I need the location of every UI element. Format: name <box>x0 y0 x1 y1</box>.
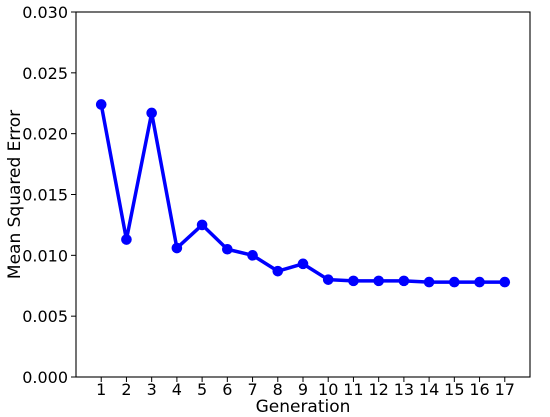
data-point <box>146 107 157 119</box>
x-tick-label: 11 <box>343 380 363 399</box>
y-tick-label: 0.020 <box>22 125 68 144</box>
plot-frame <box>75 11 531 378</box>
data-point <box>297 258 309 270</box>
y-axis-ticks: 0.000 0.005 0.010 0.015 0.020 0.025 0.030 <box>22 3 76 387</box>
series-line <box>99 102 507 284</box>
data-point <box>222 243 233 255</box>
data-point <box>95 99 107 110</box>
data-point <box>322 274 334 285</box>
y-tick-label: 0.000 <box>22 368 68 387</box>
x-tick-label: 7 <box>247 380 257 399</box>
y-tick-label: 0.025 <box>22 64 68 83</box>
x-tick-label: 2 <box>121 380 131 399</box>
x-tick-label: 10 <box>318 380 338 399</box>
data-point <box>373 275 384 287</box>
x-tick-label: 13 <box>394 380 414 399</box>
data-point <box>272 265 284 277</box>
data-point <box>171 242 183 254</box>
data-point <box>499 276 511 288</box>
x-axis-label: Generation <box>256 397 351 417</box>
data-point <box>348 275 359 287</box>
y-axis-label: Mean Squared Error <box>5 110 25 279</box>
x-tick-label: 5 <box>197 380 207 399</box>
x-tick-label: 6 <box>222 380 232 399</box>
y-tick-label: 0.010 <box>22 246 68 265</box>
data-point <box>398 275 410 287</box>
x-tick-label: 16 <box>469 380 489 399</box>
x-tick-label: 14 <box>419 380 439 399</box>
data-point <box>449 276 460 288</box>
data-point <box>423 276 435 288</box>
x-tick-label: 15 <box>444 380 464 399</box>
data-point <box>121 234 132 245</box>
x-tick-label: 3 <box>147 380 157 399</box>
y-tick-label: 0.030 <box>22 3 68 22</box>
x-tick-label: 4 <box>172 380 182 399</box>
x-tick-label: 17 <box>495 380 515 399</box>
x-tick-label: 9 <box>298 380 308 399</box>
x-tick-label: 1 <box>96 380 106 399</box>
x-axis-ticks: 1 2 3 4 5 6 7 8 9 10 11 12 13 14 15 16 17 <box>96 377 515 399</box>
data-point <box>247 250 258 261</box>
x-tick-label: 12 <box>368 380 388 399</box>
data-point <box>474 276 485 288</box>
y-tick-label: 0.005 <box>22 307 68 326</box>
y-tick-label: 0.015 <box>22 186 68 205</box>
data-point <box>196 219 208 231</box>
series-points <box>95 99 511 288</box>
x-tick-label: 8 <box>273 380 283 399</box>
